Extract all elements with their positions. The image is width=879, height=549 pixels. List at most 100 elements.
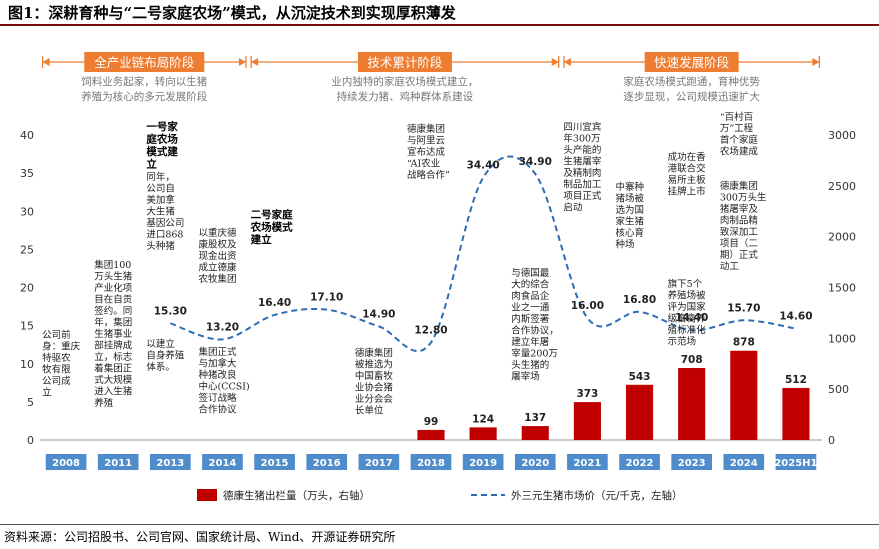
annotation-text: 进口868	[146, 230, 183, 241]
annotation-text: 与阿里云	[407, 136, 445, 147]
annotation-text: 易所主板	[668, 174, 707, 186]
annotation-text: 式大规模	[94, 374, 133, 386]
annotation-text: 港联合交	[668, 163, 707, 175]
source-divider	[0, 524, 879, 525]
annotation-text: 签约。同	[94, 305, 132, 317]
annotation-text: 立，标志	[94, 351, 132, 363]
legend-bar-swatch	[197, 489, 217, 501]
annotation-text: 部挂牌成	[94, 340, 133, 352]
year-box	[775, 454, 817, 470]
annotation-text: 被推选为	[355, 359, 393, 371]
annotation-bold-text: 模式建	[146, 145, 178, 158]
annotation-text: 签订战略	[198, 392, 237, 404]
annotation-text: 选为国	[616, 204, 645, 216]
annotation-text: 宰量200万	[511, 348, 558, 360]
annotation-text: 及精制肉	[563, 167, 601, 179]
annotation-text: 殖标准化	[668, 324, 707, 336]
annotation-text: 集团正式	[198, 346, 237, 358]
line-data-label: 34.90	[519, 156, 552, 168]
annotation-text: 与加拿大	[198, 358, 237, 370]
annotation-text: 家生猪	[616, 216, 645, 228]
year-label: 2014	[209, 458, 237, 469]
line-data-label: 14.90	[362, 308, 395, 320]
year-label: 2013	[156, 458, 184, 469]
right-axis-tick-label: 1500	[828, 282, 856, 295]
annotation-text: 级畜禽养	[668, 313, 707, 325]
annotation-text: 目在自贡	[94, 294, 132, 306]
bar-2020	[521, 426, 549, 440]
annotation-text: 业之一通	[511, 302, 550, 314]
annotation-text: 进入生猪	[94, 386, 133, 398]
annotation-text: 公司成	[42, 375, 71, 387]
annotation-text: 业协会猪	[355, 382, 394, 394]
left-axis-tick-label: 0	[27, 434, 34, 447]
line-data-label: 12.80	[414, 324, 447, 336]
year-label: 2024	[730, 458, 758, 469]
bar-2023	[678, 368, 706, 440]
annotation-text: 中心(CCSI)	[198, 381, 249, 393]
phase-label: 技术累计阶段	[367, 55, 442, 70]
bar-2022	[625, 384, 654, 440]
bar-2021	[573, 402, 601, 440]
year-label: 2023	[678, 458, 706, 469]
annotation-text: 致深加工	[720, 226, 759, 238]
annotation-text: 示范场	[668, 336, 697, 348]
left-axis-tick-label: 15	[20, 320, 34, 333]
right-axis-tick-label: 0	[828, 434, 835, 447]
year-label: 2019	[469, 458, 497, 469]
annotation-text: 公司自	[146, 183, 175, 195]
annotation-text: 基因公司	[146, 217, 184, 229]
annotation-text: 生猪事业	[94, 328, 132, 340]
left-axis-tick-label: 35	[20, 167, 34, 180]
right-axis-tick-label: 2500	[828, 180, 856, 193]
price-line	[170, 155, 797, 352]
source-note: 资料来源：公司招股书、公司官网、国家统计局、Wind、开源证券研究所	[4, 530, 396, 544]
year-box	[150, 454, 191, 470]
phase-description: 家庭农场模式跑通，育种优势	[623, 75, 760, 88]
annotation-text: 期）正式	[720, 249, 759, 261]
annotation-text: 合作协议	[198, 404, 237, 416]
phase-label-box	[84, 52, 205, 72]
year-box	[514, 454, 556, 470]
phase-label-box	[644, 52, 739, 72]
annotation-text: 年，集团	[94, 317, 132, 329]
left-axis-tick-label: 25	[20, 243, 34, 256]
annotation-text: 美加拿	[146, 194, 175, 206]
year-box	[254, 454, 295, 470]
right-axis-tick-label: 500	[828, 383, 849, 396]
annotation-text: 身：重庆	[42, 341, 81, 353]
phase-label: 全产业链布局阶段	[94, 55, 194, 70]
bar-data-label: 373	[576, 388, 598, 400]
annotation-text: 养殖场被	[668, 290, 707, 302]
annotation-text: 核心育	[616, 227, 645, 239]
annotation-text: 成功在香	[668, 151, 707, 163]
phase-arrow-right	[812, 58, 820, 66]
bar-data-label: 124	[472, 413, 494, 425]
annotation-bold-text: 庭农场	[146, 133, 178, 146]
annotation-text: 300万头生	[720, 192, 767, 204]
annotation-text: 猪场被	[616, 193, 645, 205]
legend-line-label: 外三元生猪市场价（元/千克，左轴）	[511, 489, 683, 502]
year-label: 2020	[521, 458, 549, 469]
year-box	[723, 454, 765, 470]
annotation-bold-text: 建立	[250, 233, 272, 246]
year-box	[202, 454, 243, 470]
annotation-text: 制品加工	[563, 179, 602, 191]
left-axis-tick-label: 30	[20, 205, 34, 218]
line-data-label: 34.40	[467, 160, 500, 172]
annotation-text: 内斯签署	[511, 313, 549, 325]
bar-data-label: 708	[681, 354, 703, 366]
annotation-bold-text: 二号家庭	[251, 208, 293, 221]
year-label: 2025H1	[774, 458, 817, 469]
annotation-text: 建立年屠	[511, 336, 549, 348]
annotation-text: 德康集团	[407, 123, 445, 135]
year-box	[358, 454, 400, 470]
phase-arrow-left	[251, 58, 259, 66]
annotation-text: 四川宜宾	[563, 121, 601, 133]
title-divider	[0, 24, 879, 26]
annotation-text: 肉制品精	[720, 215, 759, 227]
left-axis-tick-label: 10	[20, 358, 34, 371]
annotation-text: 旗下5个	[668, 278, 703, 290]
annotation-text: 产业化项	[94, 282, 133, 294]
bar-2025H1	[782, 387, 810, 440]
